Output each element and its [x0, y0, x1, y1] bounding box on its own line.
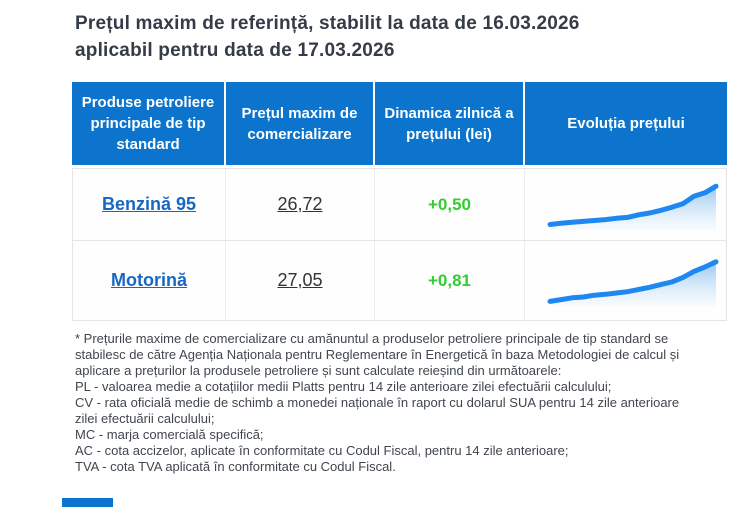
- price-link-benzina-95[interactable]: 26,72: [277, 194, 323, 214]
- product-link-benzina-95[interactable]: Benzină 95: [101, 194, 197, 214]
- footnote-tva: TVA - cota TVA aplicată în conformitate …: [75, 459, 396, 474]
- next-table-header-partial: [62, 498, 113, 507]
- table-row-motorina: Motorină 27,05 +0,81: [73, 241, 726, 320]
- header-cell-max-price: Prețul maxim de comercializare: [226, 82, 375, 165]
- price-trend-sparkline-motorina: [547, 255, 719, 307]
- change-cell: +0,50: [375, 169, 525, 240]
- footnote-cv: CV - rata oficială medie de schimb a mon…: [75, 395, 680, 426]
- footnote-mc: MC - marja comercială specifică;: [75, 427, 264, 442]
- price-cell: 27,05: [226, 241, 375, 320]
- footnote-pl: PL - valoarea medie a cotațiilor medii P…: [75, 379, 612, 394]
- header-cell-daily-change: Dinamica zilnică a prețului (lei): [375, 82, 525, 165]
- footnote-block: * Prețurile maxime de comercializare cu …: [75, 331, 687, 475]
- price-change-value: +0,81: [427, 270, 471, 290]
- price-table-body: Benzină 95 26,72 +0,50 Motorină 27,05: [72, 168, 727, 321]
- product-cell: Benzină 95: [73, 169, 226, 240]
- header-cell-products: Produse petroliere principale de tip sta…: [72, 82, 226, 165]
- price-change-value: +0,50: [427, 194, 471, 214]
- footnote-methodology: * Prețurile maxime de comercializare cu …: [75, 331, 680, 378]
- change-cell: +0,81: [375, 241, 525, 320]
- product-cell: Motorină: [73, 241, 226, 320]
- sparkline-cell: [525, 241, 725, 320]
- price-link-motorina[interactable]: 27,05: [277, 270, 323, 290]
- sparkline-cell: [525, 169, 725, 240]
- page-title: Prețul maxim de referință, stabilit la d…: [75, 10, 705, 64]
- price-cell: 26,72: [226, 169, 375, 240]
- price-trend-sparkline-benzina-95: [547, 179, 719, 231]
- footnote-ac: AC - cota accizelor, aplicate în conform…: [75, 443, 569, 458]
- header-cell-price-evolution: Evoluția prețului: [567, 115, 685, 132]
- price-table: Produse petroliere principale de tip sta…: [72, 82, 727, 321]
- price-table-header: Produse petroliere principale de tip sta…: [72, 82, 727, 165]
- page-title-line-1: Prețul maxim de referință, stabilit la d…: [75, 13, 580, 34]
- product-link-motorina[interactable]: Motorină: [111, 270, 187, 290]
- page-title-line-2: aplicabil pentru data de 17.03.2026: [75, 40, 395, 61]
- table-row-benzina-95: Benzină 95 26,72 +0,50: [73, 169, 726, 241]
